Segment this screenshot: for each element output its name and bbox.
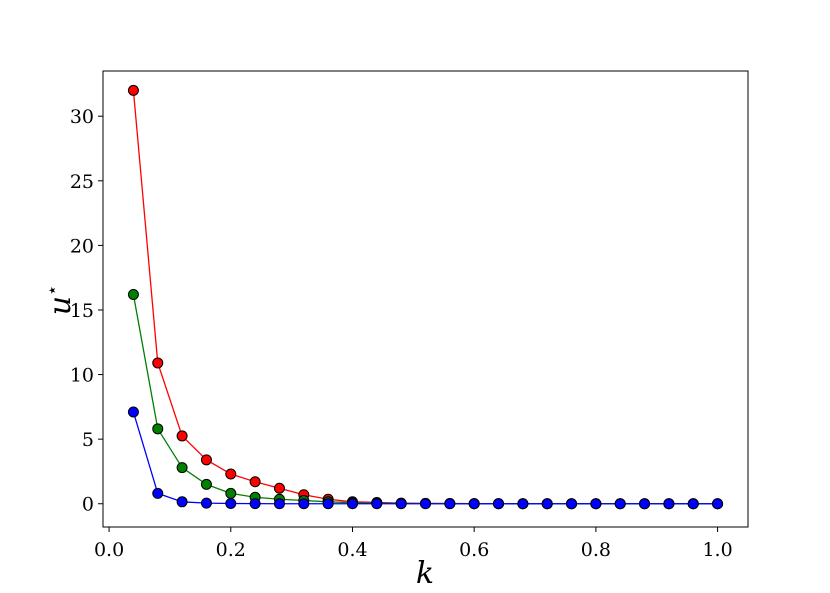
data-point — [200, 497, 212, 509]
data-point — [493, 498, 505, 510]
data-point — [444, 498, 456, 510]
series-line — [132, 294, 718, 505]
data-point — [176, 496, 188, 508]
data-point — [273, 482, 285, 494]
data-point — [200, 478, 212, 490]
series-line — [132, 90, 718, 505]
data-point — [541, 498, 553, 510]
series-3 — [127, 406, 724, 510]
x-axis-ticks: 0.0 0.2 0.4 0.6 0.8 1.0 — [94, 527, 733, 561]
x-tick-label: 0.4 — [337, 539, 367, 561]
plot-frame — [102, 70, 749, 528]
data-point — [663, 498, 675, 510]
y-tick-label: 25 — [70, 171, 94, 193]
data-point — [322, 498, 334, 510]
y-axis-label-superscript: ⋆ — [42, 285, 63, 296]
data-point — [687, 498, 699, 510]
data-point — [127, 406, 139, 418]
y-tick-label: 20 — [70, 235, 94, 257]
data-point — [273, 498, 285, 510]
data-point — [176, 462, 188, 474]
data-point — [614, 498, 626, 510]
x-tick-label: 0.0 — [94, 539, 124, 561]
x-tick-label: 0.2 — [216, 539, 246, 561]
x-tick-label: 1.0 — [702, 539, 732, 561]
data-point — [249, 476, 261, 488]
data-point — [712, 498, 724, 510]
y-axis-label-main: u — [43, 296, 78, 315]
data-point — [127, 288, 139, 300]
data-point — [517, 498, 529, 510]
data-point — [127, 84, 139, 96]
data-point — [225, 497, 237, 509]
data-point — [152, 423, 164, 435]
x-tick-label: 0.6 — [459, 539, 489, 561]
data-point — [346, 498, 358, 510]
y-tick-label: 15 — [70, 300, 94, 322]
data-point — [249, 498, 261, 510]
data-point — [395, 498, 407, 510]
data-point — [298, 498, 310, 510]
data-point — [468, 498, 480, 510]
data-point — [420, 498, 431, 510]
data-point — [152, 487, 164, 499]
data-point — [225, 487, 237, 499]
data-point — [176, 430, 188, 442]
y-axis-ticks: 0 5 10 15 20 25 30 — [70, 106, 103, 516]
data-point — [639, 498, 651, 510]
y-tick-label: 5 — [82, 429, 94, 451]
y-tick-label: 30 — [70, 106, 94, 128]
data-point — [371, 498, 383, 510]
y-tick-label: 10 — [70, 365, 94, 387]
plot-layer — [102, 70, 749, 528]
x-tick-label: 0.8 — [581, 539, 611, 561]
series-layer — [127, 84, 724, 510]
x-axis-label: k — [416, 556, 434, 591]
data-point — [566, 498, 578, 510]
series-2 — [127, 288, 724, 510]
data-point — [152, 357, 164, 369]
y-tick-label: 0 — [82, 494, 94, 516]
data-point — [590, 498, 602, 510]
series-1 — [127, 84, 724, 510]
data-point — [225, 468, 237, 480]
y-axis-label: u⋆ — [42, 285, 78, 316]
data-point — [200, 454, 212, 466]
